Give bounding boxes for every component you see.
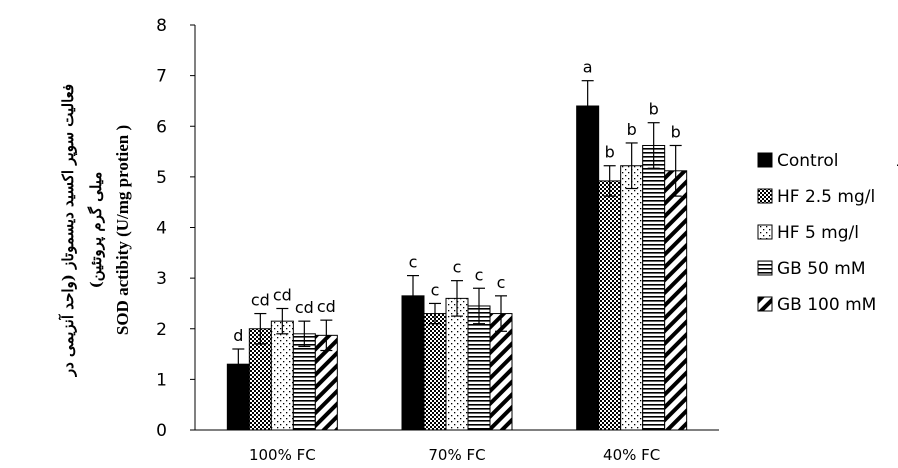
x-category-label: 40% FC	[603, 446, 660, 464]
y-tick-label: 4	[156, 219, 167, 239]
bar	[270, 320, 294, 431]
significance-letter: b	[605, 143, 615, 162]
bar	[445, 297, 469, 431]
significance-letter: b	[649, 100, 659, 119]
significance-letter: a	[583, 58, 593, 77]
legend-label: GB 100 mM	[777, 295, 876, 315]
significance-letter: c	[475, 265, 484, 284]
bar	[467, 305, 491, 431]
bar	[423, 313, 447, 431]
bar	[642, 144, 666, 431]
y-tick-label: 6	[156, 117, 167, 137]
bar	[598, 180, 622, 431]
legend-label: HF 2.5 mg/l	[777, 187, 875, 207]
bar	[620, 165, 644, 431]
significance-letter: cd	[251, 291, 270, 310]
significance-letter: d	[233, 326, 243, 345]
bar	[576, 105, 600, 431]
y-axis-title: SOD actibity (U/mg protien )	[113, 125, 132, 335]
legend-label-fa: شاهد	[896, 151, 898, 171]
y-tick-label: 7	[156, 67, 167, 87]
bar	[664, 170, 688, 431]
y-axis-title-fa-line2: میلی گرم پروتئین)	[87, 172, 106, 289]
significance-letter: b	[671, 122, 681, 141]
legend-swatch	[757, 260, 773, 276]
y-tick-label: 5	[156, 168, 167, 188]
x-category-label: 70% FC	[428, 446, 485, 464]
significance-letter: cd	[273, 286, 292, 305]
significance-letter: cd	[317, 297, 336, 316]
legend-swatch	[757, 188, 773, 204]
legend-label: HF 5 mg/l	[777, 223, 859, 243]
y-tick-label: 3	[156, 269, 167, 289]
significance-letter: c	[453, 258, 462, 277]
legend-label: GB 50 mM	[777, 259, 866, 279]
legend-swatch	[757, 152, 773, 168]
significance-letter: b	[627, 120, 637, 139]
significance-letter: c	[497, 273, 506, 292]
y-tick-label: 8	[156, 16, 167, 36]
significance-letter: cd	[295, 298, 314, 317]
y-tick-label: 2	[156, 320, 167, 340]
y-axis-title-fa-line1: فعالیت سوپر اکسید دیسموتاز (واحد آنزیمی …	[58, 84, 78, 377]
legend-label: Control	[777, 151, 838, 171]
legend-swatch	[757, 296, 773, 312]
significance-letter: c	[409, 253, 418, 272]
y-tick-label: 1	[156, 370, 167, 390]
significance-letter: c	[431, 280, 440, 299]
y-tick-label: 0	[156, 421, 167, 441]
x-category-label: 100% FC	[249, 446, 316, 464]
bar	[292, 333, 316, 431]
legend-swatch	[757, 224, 773, 240]
